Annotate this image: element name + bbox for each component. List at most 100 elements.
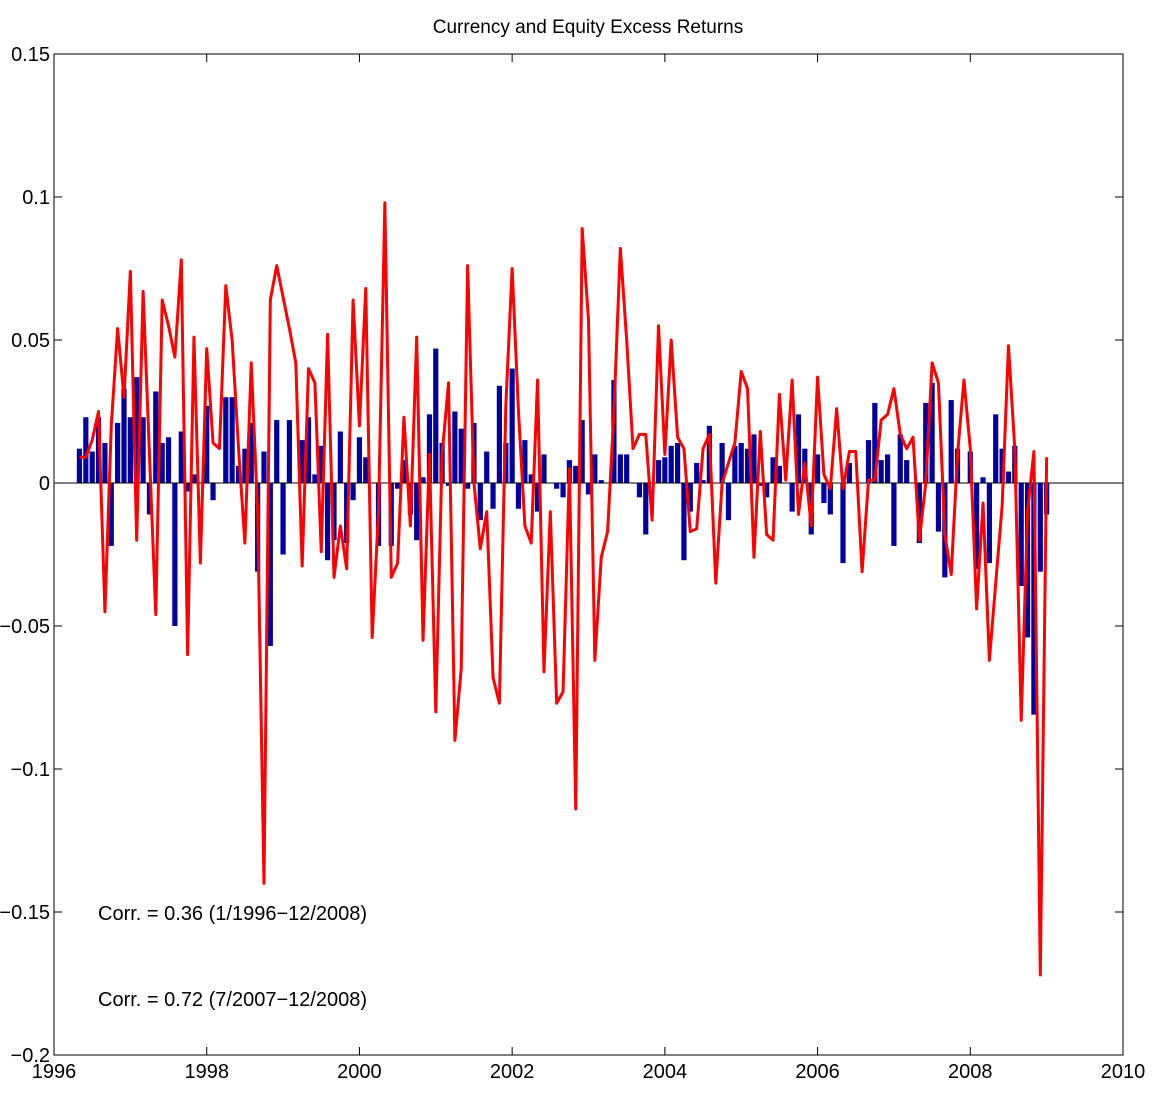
bar — [554, 483, 560, 489]
x-tick-label: 2002 — [490, 1061, 535, 1083]
bar — [795, 414, 802, 483]
bar — [89, 451, 95, 483]
y-tick-label: 0.1 — [22, 187, 50, 209]
bar — [655, 460, 662, 483]
bar — [210, 483, 216, 501]
bar — [662, 457, 668, 483]
bar — [356, 437, 363, 483]
bar — [732, 445, 738, 483]
bar — [541, 454, 547, 483]
bar — [509, 368, 515, 483]
bar — [700, 480, 706, 483]
line-series — [79, 201, 1049, 977]
bar — [579, 420, 585, 483]
bar — [445, 483, 452, 486]
bar — [891, 483, 897, 546]
bar — [433, 348, 439, 483]
plot-frame — [53, 53, 1124, 1056]
bar — [305, 417, 312, 483]
bar — [465, 483, 471, 489]
bar — [229, 397, 235, 483]
bar — [286, 420, 293, 483]
y-tick-label: −0.15 — [0, 902, 50, 924]
bar — [643, 483, 649, 535]
bar — [999, 448, 1005, 483]
bar — [1037, 483, 1043, 572]
y-tick-label: −0.05 — [0, 616, 50, 638]
bar — [337, 431, 343, 483]
bar — [185, 483, 191, 492]
y-tick-label: 0.15 — [11, 44, 50, 66]
x-tick-label: 2010 — [1101, 1061, 1146, 1083]
bar — [248, 422, 254, 483]
bar — [76, 448, 83, 483]
bar — [191, 474, 197, 483]
bar — [121, 388, 127, 483]
x-tick-label: 2004 — [643, 1061, 688, 1083]
bar — [598, 480, 604, 483]
annotation: Corr. = 0.36 (1/1996−12/2008) — [98, 903, 367, 925]
bar — [363, 457, 369, 483]
bar — [108, 483, 114, 546]
bar — [770, 457, 776, 483]
bar — [904, 460, 910, 483]
bar — [624, 454, 630, 483]
bar — [515, 483, 522, 509]
bar — [980, 477, 986, 483]
bar — [929, 382, 935, 483]
bar — [592, 454, 598, 483]
bar — [681, 483, 687, 561]
bar — [865, 440, 872, 483]
bar — [223, 397, 229, 483]
bar — [153, 391, 159, 483]
bar — [764, 483, 770, 498]
bar — [146, 483, 153, 515]
bar — [401, 460, 407, 483]
bar — [719, 442, 725, 483]
bar — [127, 417, 133, 483]
bar — [299, 440, 305, 483]
bar — [140, 417, 146, 483]
bar — [312, 474, 318, 483]
bar — [840, 483, 846, 564]
bar — [172, 483, 178, 626]
x-tick-label: 2006 — [795, 1061, 840, 1083]
bar — [789, 483, 795, 512]
bar — [83, 417, 89, 483]
bar — [694, 462, 700, 483]
bar — [617, 454, 623, 483]
bar — [458, 428, 464, 483]
bar — [1005, 471, 1012, 483]
bar — [522, 440, 528, 483]
bar — [496, 385, 502, 483]
bar — [573, 465, 579, 483]
bar — [178, 431, 184, 483]
bar — [993, 414, 999, 483]
x-tick-label: 1998 — [184, 1061, 229, 1083]
bar — [884, 454, 891, 483]
bar — [897, 434, 903, 483]
bar — [948, 400, 954, 483]
bar — [757, 483, 763, 486]
bar — [395, 483, 401, 489]
bar — [350, 483, 356, 501]
bar — [814, 454, 821, 483]
bar — [687, 483, 693, 512]
bar — [534, 483, 541, 512]
y-tick-label: 0 — [39, 473, 50, 495]
bar — [725, 483, 732, 521]
bar — [585, 483, 592, 495]
bar — [668, 445, 674, 483]
bar — [235, 465, 242, 483]
x-tick-label: 1996 — [32, 1061, 77, 1083]
bar — [636, 483, 643, 498]
bar — [280, 483, 286, 555]
bar — [102, 442, 108, 483]
bar — [974, 483, 980, 569]
bar — [426, 414, 433, 483]
x-tick-label: 2008 — [948, 1061, 993, 1083]
bar — [490, 483, 496, 509]
annotation: Corr. = 0.72 (7/2007−12/2008) — [98, 989, 367, 1011]
